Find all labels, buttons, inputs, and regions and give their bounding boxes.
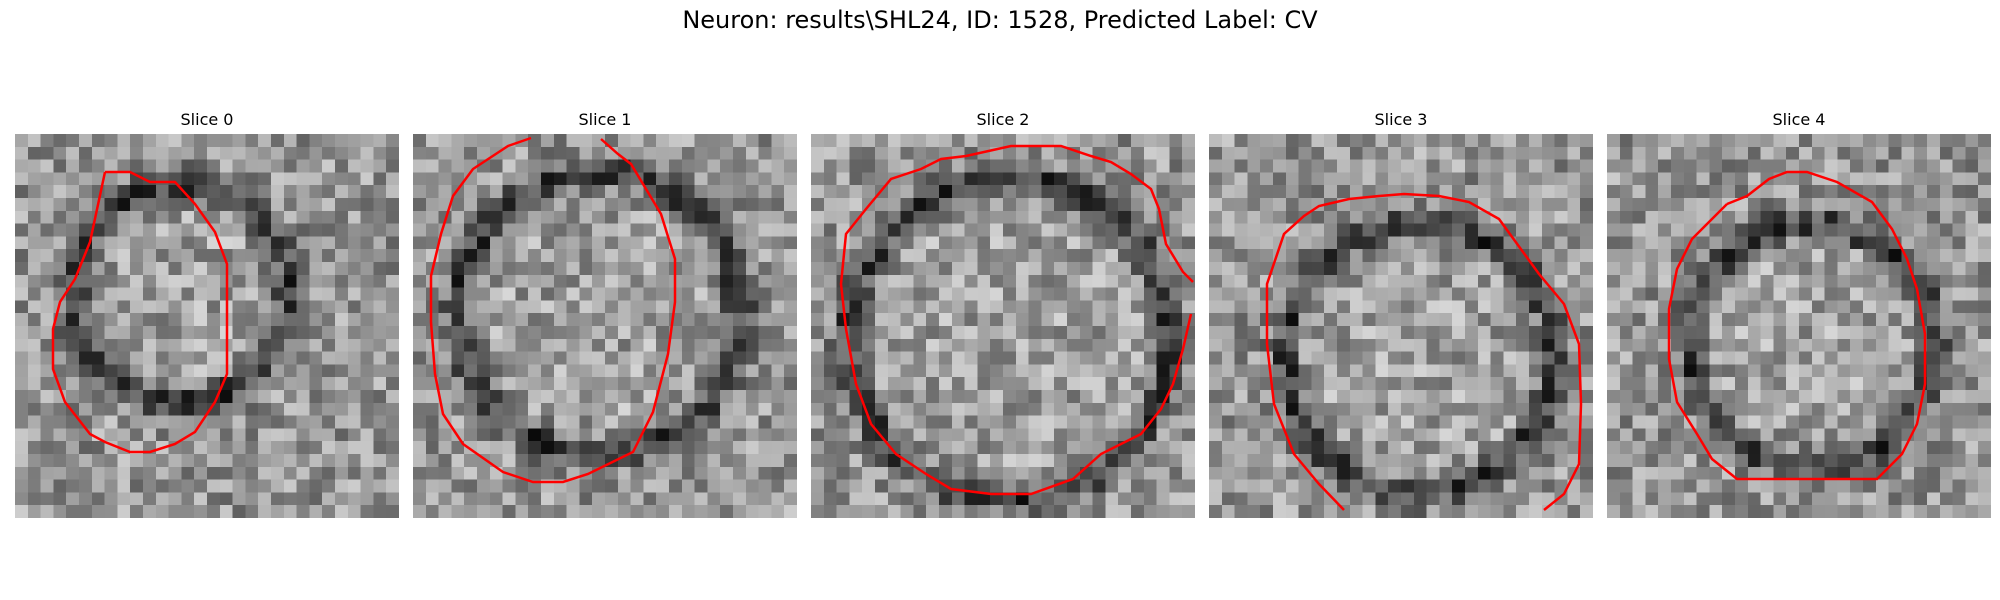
- slice-title-1: Slice 1: [578, 110, 632, 129]
- slice-panel-4: Slice 4: [1607, 108, 1991, 518]
- slice-title-4: Slice 4: [1772, 110, 1826, 129]
- slice-contour-2: [839, 144, 1194, 496]
- slice-title-0: Slice 0: [180, 110, 234, 129]
- slice-contour-1: [429, 136, 677, 484]
- slice-contour-4: [1667, 170, 1927, 481]
- slice-panel-0: Slice 0: [15, 108, 399, 518]
- slice-image-3: [1209, 134, 1593, 518]
- figure-title: Neuron: results\SHL24, ID: 1528, Predict…: [682, 6, 1318, 34]
- slice-panel-3: Slice 3: [1209, 108, 1593, 518]
- slice-title-3: Slice 3: [1374, 110, 1428, 129]
- slice-title-2: Slice 2: [976, 110, 1030, 129]
- slice-image-0: [15, 134, 399, 518]
- slice-contour-0: [51, 170, 229, 454]
- slice-contour-3: [1265, 192, 1583, 511]
- slice-panel-1: Slice 1: [413, 108, 797, 518]
- slice-image-4: [1607, 134, 1991, 518]
- slice-panel-2: Slice 2: [811, 108, 1195, 518]
